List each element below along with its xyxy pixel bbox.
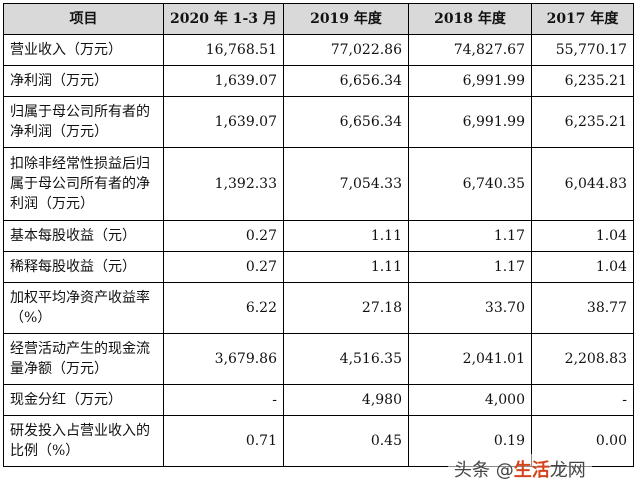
- cell-value: 55,770.17: [531, 34, 634, 66]
- cell-value: -: [531, 384, 634, 416]
- header-2018: 2018 年度: [408, 3, 532, 35]
- cell-value: 1.04: [531, 220, 634, 252]
- table-row: 净利润（万元） 1,639.07 6,656.34 6,991.99 6,235…: [3, 65, 634, 97]
- row-label: 稀释每股收益（元）: [3, 251, 164, 283]
- cell-value: 0.71: [163, 415, 284, 467]
- row-label: 基本每股收益（元）: [3, 220, 164, 252]
- cell-value: 6,044.83: [531, 147, 634, 221]
- cell-value: 6,991.99: [408, 96, 532, 148]
- table-row: 加权平均净资产收益率（%） 6.22 27.18 33.70 38.77: [3, 282, 634, 334]
- header-2020q1: 2020 年 1-3 月: [163, 3, 284, 35]
- cell-value: 7,054.33: [283, 147, 409, 221]
- cell-value: 1.17: [408, 251, 532, 283]
- row-label: 经营活动产生的现金流量净额（万元）: [3, 333, 164, 385]
- watermark: 头条 @生活龙网: [448, 454, 592, 484]
- cell-value: 33.70: [408, 282, 532, 334]
- cell-value: 2,208.83: [531, 333, 634, 385]
- cell-value: 1.11: [283, 220, 409, 252]
- cell-value: 6,991.99: [408, 65, 532, 97]
- row-label: 研发投入占营业收入的比例（%）: [3, 415, 164, 467]
- watermark-highlight: 生活: [513, 460, 550, 481]
- cell-value: -: [163, 384, 284, 416]
- cell-value: 6,235.21: [531, 65, 634, 97]
- cell-value: 1,392.33: [163, 147, 284, 221]
- cell-value: 1,639.07: [163, 96, 284, 148]
- header-2017: 2017 年度: [531, 3, 634, 35]
- watermark-prefix: 头条 @: [454, 460, 514, 481]
- cell-value: 6.22: [163, 282, 284, 334]
- cell-value: 16,768.51: [163, 34, 284, 66]
- row-label: 加权平均净资产收益率（%）: [3, 282, 164, 334]
- cell-value: 3,679.86: [163, 333, 284, 385]
- cell-value: 1.11: [283, 251, 409, 283]
- cell-value: 38.77: [531, 282, 634, 334]
- cell-value: 6,656.34: [283, 96, 409, 148]
- cell-value: 4,000: [408, 384, 532, 416]
- financial-table: 项目 2020 年 1-3 月 2019 年度 2018 年度 2017 年度 …: [3, 3, 634, 467]
- table-row: 扣除非经常性损益后归属于母公司所有者的净利润（万元） 1,392.33 7,05…: [3, 147, 634, 221]
- header-item: 项目: [3, 3, 164, 35]
- header-row: 项目 2020 年 1-3 月 2019 年度 2018 年度 2017 年度: [3, 3, 634, 35]
- row-label: 营业收入（万元）: [3, 34, 164, 66]
- row-label: 净利润（万元）: [3, 65, 164, 97]
- cell-value: 0.27: [163, 251, 284, 283]
- table-row: 现金分红（万元） - 4,980 4,000 -: [3, 384, 634, 416]
- cell-value: 1.17: [408, 220, 532, 252]
- table-row: 归属于母公司所有者的净利润（万元） 1,639.07 6,656.34 6,99…: [3, 96, 634, 148]
- table-row: 经营活动产生的现金流量净额（万元） 3,679.86 4,516.35 2,04…: [3, 333, 634, 385]
- table-row: 营业收入（万元） 16,768.51 77,022.86 74,827.67 5…: [3, 34, 634, 66]
- cell-value: 6,235.21: [531, 96, 634, 148]
- table-row: 稀释每股收益（元） 0.27 1.11 1.17 1.04: [3, 251, 634, 283]
- cell-value: 4,980: [283, 384, 409, 416]
- cell-value: 1.04: [531, 251, 634, 283]
- row-label: 归属于母公司所有者的净利润（万元）: [3, 96, 164, 148]
- row-label: 扣除非经常性损益后归属于母公司所有者的净利润（万元）: [3, 147, 164, 221]
- table-row: 基本每股收益（元） 0.27 1.11 1.17 1.04: [3, 220, 634, 252]
- cell-value: 27.18: [283, 282, 409, 334]
- row-label: 现金分红（万元）: [3, 384, 164, 416]
- header-2019: 2019 年度: [283, 3, 409, 35]
- cell-value: 4,516.35: [283, 333, 409, 385]
- cell-value: 6,656.34: [283, 65, 409, 97]
- cell-value: 0.45: [283, 415, 409, 467]
- cell-value: 6,740.35: [408, 147, 532, 221]
- watermark-suffix: 龙网: [549, 460, 586, 481]
- cell-value: 0.27: [163, 220, 284, 252]
- cell-value: 1,639.07: [163, 65, 284, 97]
- cell-value: 77,022.86: [283, 34, 409, 66]
- cell-value: 2,041.01: [408, 333, 532, 385]
- cell-value: 74,827.67: [408, 34, 532, 66]
